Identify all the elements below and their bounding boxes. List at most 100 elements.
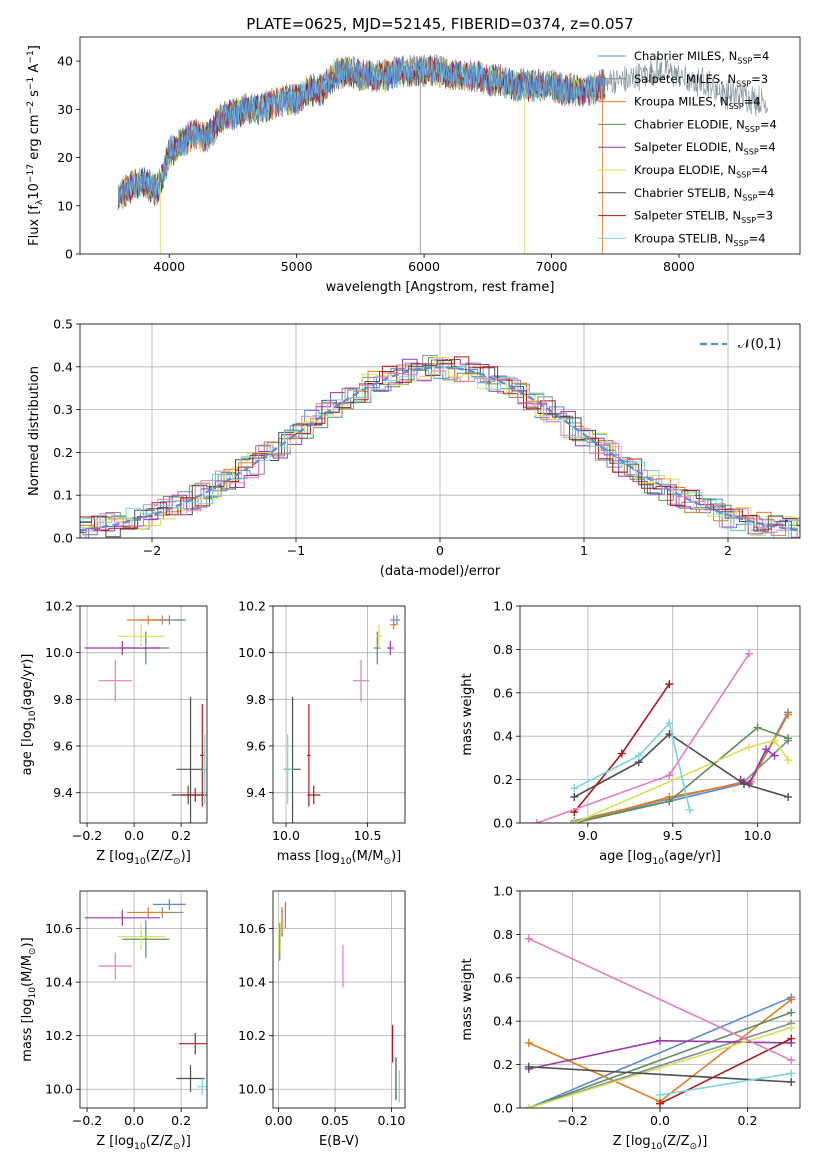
y-tick-label: 10.2	[45, 1028, 73, 1043]
axes-frame	[272, 605, 406, 824]
text-span: (M/M	[352, 849, 384, 864]
weight-marker	[784, 710, 793, 719]
y-tick-label: 0.2	[53, 445, 73, 460]
legend-label: Kroupa MILES, NSSP​=4	[634, 95, 761, 111]
x-tick-label: 0.0	[650, 1113, 670, 1128]
panel-mass-vs-Z: −0.2 0.0 0.2 10.0 10.2 10.4 10.6 Z [log10​(Z/Z⊙…	[20, 890, 208, 1152]
text-span: 10	[27, 183, 42, 200]
text-span: (age/yr)]	[20, 654, 35, 711]
y-axis-label: Normed distribution	[27, 366, 42, 496]
text-span: E(B-V)	[319, 1134, 359, 1149]
y-tick-label: 0.0	[493, 1101, 513, 1116]
weight-marker	[784, 792, 793, 801]
subscript: 10	[28, 987, 38, 999]
weight-marker	[532, 819, 541, 823]
legend-label: Kroupa ELODIE, NSSP​=4	[634, 163, 768, 179]
x-tick-label: 5000	[281, 259, 313, 274]
y-tick-label: 0.4	[493, 1014, 513, 1029]
weight-line-6	[528, 1026, 792, 1108]
axes-frame	[79, 605, 208, 824]
panel-spectrum: 4000 5000 6000 7000 8000 0 10 20 30 40 wavelength …	[26, 36, 801, 295]
weight-marker	[762, 745, 771, 754]
superscript: −1	[26, 50, 36, 63]
superscript: −17	[26, 164, 36, 183]
y-tick-label: 0.0	[53, 531, 73, 546]
text-span: =4	[760, 117, 777, 131]
x-tick-label: 0.2	[171, 1113, 191, 1128]
text-span: mass weight	[460, 673, 475, 755]
subscript: SSP	[745, 125, 760, 134]
text-span: Salpeter ELODIE, N	[634, 140, 744, 154]
weight-marker	[770, 736, 779, 745]
subscript: SSP	[741, 216, 756, 225]
panel-mass-vs-E(B-V): 0.00 0.05 0.10 10.0 10.2 10.4 10.6 E(B-V)	[238, 890, 406, 1149]
axes-frame	[272, 890, 406, 1109]
weight-marker	[787, 1023, 796, 1032]
weight-marker	[665, 771, 674, 780]
weight-marker	[787, 1077, 796, 1086]
y-tick-label: 10.0	[238, 1082, 266, 1097]
y-tick-label: 10.0	[238, 645, 266, 660]
y-tick-label: 40	[57, 54, 73, 69]
text-span: =4	[744, 95, 761, 109]
superscript: −2	[26, 101, 36, 114]
histogram-steps-6	[80, 357, 800, 537]
subscript: ⊙	[173, 1142, 181, 1152]
weight-marker	[740, 779, 748, 788]
text-span: mass [log	[20, 999, 35, 1062]
weight-marker	[524, 1062, 533, 1071]
text-span: (data-model)/error	[380, 564, 501, 579]
text-span: =4	[751, 163, 768, 177]
weight-marker	[634, 751, 643, 760]
weight-marker	[787, 1069, 796, 1078]
text-span: =3	[751, 72, 768, 86]
weight-marker	[570, 784, 579, 793]
weight-marker	[745, 743, 754, 752]
y-tick-label: 0.5	[53, 317, 73, 332]
weight-marker	[524, 1104, 533, 1108]
subscript: SSP	[742, 193, 757, 202]
x-tick-label: 6000	[408, 259, 440, 274]
subscript: ⊙	[28, 947, 38, 955]
text-span: =4	[752, 49, 769, 63]
x-tick-label: 0.10	[378, 1113, 406, 1128]
panel-mass-weight-vs-Z: −0.2 0.0 0.2 0.0 0.2 0.4 0.6 0.8 1.0 Z [log10​(Z/…	[460, 884, 801, 1152]
text-span: s	[27, 90, 42, 101]
weight-marker	[665, 797, 674, 806]
x-tick-label: 10.5	[354, 828, 382, 843]
text-span: age [log	[599, 849, 652, 864]
y-tick-label: 0.2	[493, 772, 513, 787]
text-span: erg cm	[27, 114, 42, 163]
y-tick-label: 0.8	[493, 642, 513, 657]
axes-frame	[79, 36, 801, 255]
subscript: ⊙	[690, 1142, 698, 1152]
y-tick-label: 10.0	[45, 645, 73, 660]
x-axis-label: (data-model)/error	[380, 564, 501, 579]
weight-line-1	[528, 996, 792, 1108]
text-span: ]	[27, 45, 42, 50]
x-tick-label: 9.5	[663, 828, 683, 843]
text-span: (age/yr)]	[664, 849, 721, 864]
text-span: Z [log	[613, 1134, 651, 1149]
x-axis-label: Z [log10​(Z/Z⊙​)]	[613, 1134, 708, 1152]
y-tick-label: 0.2	[493, 1057, 513, 1072]
legend-label: Salpeter STELIB, NSSP​=3	[634, 209, 773, 225]
weight-marker	[617, 749, 626, 758]
data-layer	[532, 649, 793, 823]
x-tick-label: 8000	[663, 259, 695, 274]
y-tick-label: 9.6	[246, 739, 266, 754]
x-tick-label: 0.2	[171, 828, 191, 843]
text-span: (M/M	[20, 955, 35, 987]
weight-marker	[570, 819, 579, 823]
text-span: (Z/Z	[146, 849, 173, 864]
x-axis-label: mass [log10​(M/M⊙​)]	[277, 849, 401, 867]
subscript: SSP	[736, 170, 751, 179]
text-span: Kroupa ELODIE, N	[634, 163, 736, 177]
y-tick-label: 10.4	[238, 975, 266, 990]
y-tick-label: 0.6	[493, 685, 513, 700]
x-tick-label: 0.00	[265, 1113, 293, 1128]
data-layer	[282, 615, 401, 823]
y-tick-label: 9.8	[53, 692, 73, 707]
subscript: SSP	[729, 102, 744, 111]
text-span: mass weight	[460, 958, 475, 1040]
